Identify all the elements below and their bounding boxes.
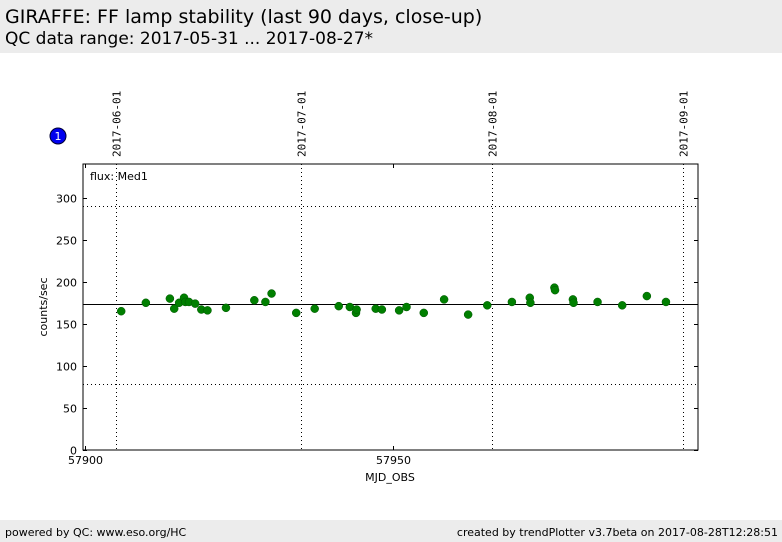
badge: 1 — [49, 127, 67, 145]
data-point — [116, 306, 126, 316]
data-point — [377, 305, 387, 314]
data-point — [261, 297, 270, 307]
data-point — [165, 294, 175, 303]
plot-border — [82, 163, 699, 451]
page-subtitle: QC data range: 2017-05-31 ... 2017-08-27… — [5, 29, 374, 49]
date-marker-label: 2017-06-01 — [111, 91, 124, 157]
page-title: GIRAFFE: FF lamp stability (last 90 days… — [5, 6, 483, 28]
data-point — [463, 310, 473, 319]
footer-created-by: created by trendPlotter v3.7beta on 2017… — [456, 526, 778, 539]
data-point — [482, 301, 492, 310]
y-axis-label: counts/sec — [37, 277, 50, 336]
data-point — [334, 301, 343, 311]
y-tick-label: 0 — [70, 445, 77, 458]
data-point — [190, 299, 200, 308]
data-point — [310, 304, 319, 313]
date-marker-label: 2017-07-01 — [296, 91, 309, 157]
flux-annotation: flux: Med1 — [90, 170, 148, 183]
y-tick-label: 100 — [56, 361, 77, 374]
data-point — [439, 295, 449, 304]
data-point — [141, 298, 151, 308]
plot-frame — [82, 163, 699, 451]
date-marker-label: 2017-09-01 — [678, 91, 691, 157]
data-point — [221, 303, 231, 313]
data-point — [419, 308, 429, 318]
y-axis-ticks: 0 50 100 150 200 250 300 — [56, 193, 698, 458]
data-point — [593, 297, 602, 307]
data-point — [661, 297, 671, 307]
data-point — [291, 308, 301, 318]
data-point — [394, 306, 404, 315]
badge-number: 1 — [55, 130, 62, 143]
x-tick-label: 57900 — [68, 454, 103, 467]
y-tick-label: 200 — [56, 277, 77, 290]
date-marker-lines: 2017-06-01 2017-07-01 2017-08-01 2017-09-01 — [111, 91, 691, 450]
data-point — [507, 297, 517, 307]
header-bar: GIRAFFE: FF lamp stability (last 90 days… — [0, 0, 782, 53]
x-axis-ticks: 57900 57950 — [68, 164, 411, 467]
y-tick-label: 300 — [56, 193, 77, 206]
x-tick-label: 57950 — [376, 454, 411, 467]
data-point — [352, 305, 361, 314]
data-point — [550, 285, 560, 295]
y-tick-label: 50 — [63, 403, 77, 416]
y-tick-label: 250 — [56, 235, 77, 248]
data-point — [402, 302, 411, 312]
data-points — [116, 283, 671, 319]
data-point — [250, 296, 259, 305]
badge-circle — [49, 127, 67, 145]
x-axis-label: MJD_OBS — [365, 471, 415, 484]
data-point — [267, 289, 276, 298]
y-tick-label: 150 — [56, 319, 77, 332]
footer-bar: powered by QC: www.eso.org/HC created by… — [0, 520, 782, 542]
data-point — [169, 304, 179, 313]
data-point — [526, 298, 535, 308]
data-point — [617, 301, 627, 310]
data-point — [203, 306, 212, 315]
data-point — [569, 298, 578, 308]
data-point — [642, 291, 652, 301]
date-marker-label: 2017-08-01 — [487, 91, 500, 157]
reference-lines — [83, 206, 698, 385]
footer-powered-by: powered by QC: www.eso.org/HC — [5, 526, 187, 539]
